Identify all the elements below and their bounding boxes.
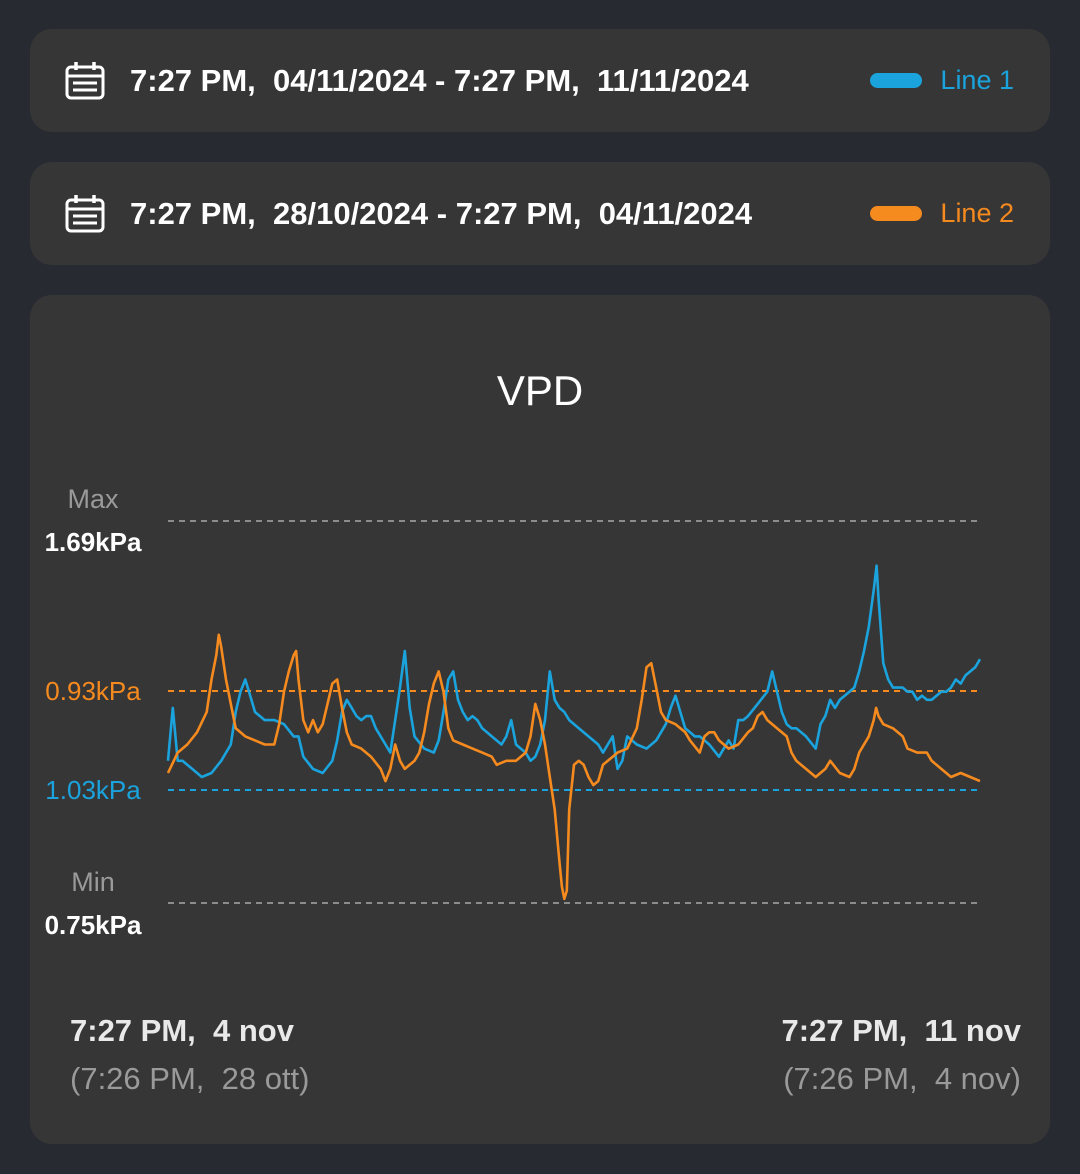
calendar-icon[interactable] [65,194,105,234]
x-start-compare-time: (7:26 PM, 28 ott) [70,1061,310,1096]
min-value-label: 0.75kPa [44,910,142,940]
date-range-text[interactable]: 7:27 PM, 28/10/2024 - 7:27 PM, 04/11/202… [130,196,753,231]
min-caption: Min [71,867,115,897]
vpd-plot[interactable] [30,295,1050,975]
max-value-label: 1.69kPa [44,527,142,557]
max-caption: Max [67,484,119,514]
x-end-compare-time: (7:26 PM, 4 nov) [783,1061,1021,1096]
date-range-line-2[interactable]: 7:27 PM, 28/10/2024 - 7:27 PM, 04/11/202… [30,162,1050,265]
chart-title: VPD [496,367,584,414]
series-line-2 [166,633,981,901]
calendar-icon[interactable] [65,61,105,101]
x-start-time: 7:27 PM, 4 nov [70,1013,294,1048]
line-2-average-label: 0.93kPa [45,676,141,706]
legend-line-2: Line 2 [870,162,1014,265]
legend-swatch-line-2 [870,206,923,221]
date-range-line-1[interactable]: 7:27 PM, 04/11/2024 - 7:27 PM, 11/11/202… [30,29,1050,132]
x-end-time: 7:27 PM, 11 nov [781,1013,1022,1048]
legend-label-line-2: Line 2 [940,198,1014,228]
line-1-average-label: 1.03kPa [45,775,141,805]
vpd-chart-card[interactable]: VPD Max 1.69kPa 0.93kPa 1.03kPa Min 0.75… [30,295,1050,1144]
legend-swatch-line-1 [870,73,923,88]
date-range-text[interactable]: 7:27 PM, 04/11/2024 - 7:27 PM, 11/11/202… [130,63,749,98]
legend-label-line-1: Line 1 [940,65,1014,95]
series-line-1 [166,564,982,779]
legend-line-1: Line 1 [870,29,1014,132]
